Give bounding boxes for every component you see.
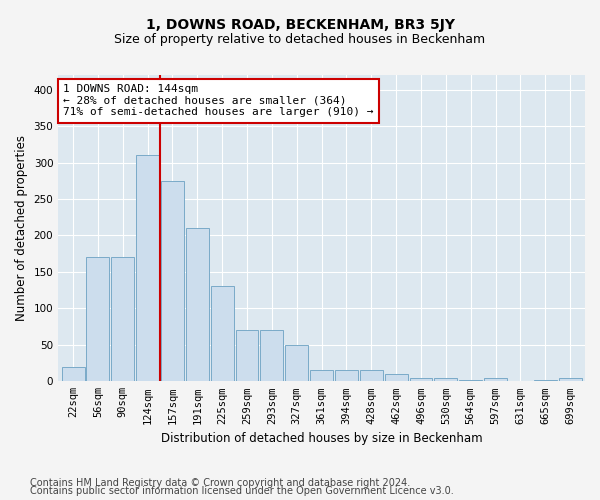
Bar — [136, 155, 159, 382]
Text: 1, DOWNS ROAD, BECKENHAM, BR3 5JY: 1, DOWNS ROAD, BECKENHAM, BR3 5JY — [146, 18, 455, 32]
Bar — [310, 370, 333, 382]
Bar — [385, 374, 407, 382]
Text: Contains public sector information licensed under the Open Government Licence v3: Contains public sector information licen… — [30, 486, 454, 496]
Bar — [62, 366, 85, 382]
Bar — [286, 345, 308, 382]
Bar — [484, 378, 507, 382]
Bar — [112, 258, 134, 382]
Bar — [459, 380, 482, 382]
Bar — [161, 180, 184, 382]
Text: Size of property relative to detached houses in Beckenham: Size of property relative to detached ho… — [115, 32, 485, 46]
Bar — [360, 370, 383, 382]
Text: 1 DOWNS ROAD: 144sqm
← 28% of detached houses are smaller (364)
71% of semi-deta: 1 DOWNS ROAD: 144sqm ← 28% of detached h… — [64, 84, 374, 117]
Bar — [211, 286, 233, 382]
Bar — [410, 378, 433, 382]
Bar — [236, 330, 259, 382]
Bar — [559, 378, 581, 382]
Bar — [86, 258, 109, 382]
Text: Contains HM Land Registry data © Crown copyright and database right 2024.: Contains HM Land Registry data © Crown c… — [30, 478, 410, 488]
Bar — [260, 330, 283, 382]
Y-axis label: Number of detached properties: Number of detached properties — [15, 135, 28, 321]
Bar — [186, 228, 209, 382]
Bar — [534, 380, 557, 382]
X-axis label: Distribution of detached houses by size in Beckenham: Distribution of detached houses by size … — [161, 432, 482, 445]
Bar — [335, 370, 358, 382]
Bar — [434, 378, 457, 382]
